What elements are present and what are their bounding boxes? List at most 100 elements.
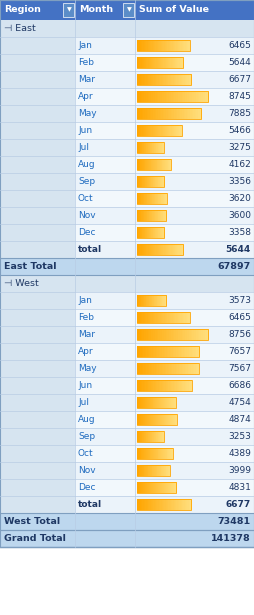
- Bar: [140, 397, 141, 408]
- Text: ▼: ▼: [67, 7, 71, 12]
- Bar: [171, 448, 172, 459]
- Bar: [170, 415, 171, 425]
- Bar: [160, 415, 161, 425]
- Bar: [162, 482, 163, 493]
- Bar: [155, 380, 156, 391]
- Bar: [162, 415, 163, 425]
- Bar: [150, 295, 151, 306]
- Bar: [187, 329, 189, 339]
- Bar: [143, 415, 145, 425]
- Bar: [164, 210, 165, 221]
- Bar: [163, 159, 165, 170]
- Bar: [157, 295, 158, 306]
- Bar: [150, 193, 151, 204]
- Bar: [75, 207, 135, 224]
- Bar: [163, 415, 164, 425]
- Bar: [189, 499, 190, 510]
- Bar: [151, 397, 152, 408]
- Bar: [145, 363, 147, 374]
- Bar: [135, 377, 254, 394]
- Bar: [174, 125, 175, 136]
- Bar: [75, 462, 135, 479]
- Bar: [163, 210, 165, 221]
- Bar: [172, 74, 174, 85]
- Bar: [195, 108, 197, 119]
- Bar: [149, 74, 151, 85]
- Bar: [0, 20, 75, 37]
- Bar: [158, 227, 160, 238]
- Bar: [158, 40, 160, 51]
- Bar: [142, 397, 143, 408]
- Bar: [179, 380, 181, 391]
- Bar: [140, 499, 141, 510]
- Bar: [160, 91, 163, 101]
- Bar: [156, 177, 157, 187]
- Bar: [142, 227, 144, 238]
- Bar: [173, 329, 175, 339]
- Bar: [149, 244, 150, 255]
- Bar: [160, 142, 162, 153]
- Bar: [168, 346, 170, 357]
- Bar: [140, 91, 143, 101]
- Bar: [139, 329, 141, 339]
- Bar: [158, 415, 159, 425]
- Bar: [146, 312, 148, 323]
- Bar: [155, 431, 156, 442]
- Text: 3573: 3573: [228, 296, 251, 305]
- Bar: [151, 177, 153, 187]
- Bar: [142, 125, 144, 136]
- Bar: [167, 448, 169, 459]
- Bar: [151, 227, 153, 238]
- Bar: [150, 465, 151, 476]
- Bar: [159, 159, 161, 170]
- Bar: [153, 125, 154, 136]
- Bar: [161, 431, 162, 442]
- Bar: [152, 210, 153, 221]
- Bar: [190, 108, 192, 119]
- Bar: [75, 377, 135, 394]
- Bar: [154, 227, 155, 238]
- Bar: [184, 346, 186, 357]
- Bar: [154, 159, 155, 170]
- Bar: [146, 465, 147, 476]
- Bar: [143, 142, 144, 153]
- Bar: [151, 295, 152, 306]
- Bar: [157, 177, 159, 187]
- Bar: [75, 139, 135, 156]
- Bar: [196, 329, 198, 339]
- Bar: [155, 210, 156, 221]
- Bar: [142, 91, 145, 101]
- Bar: [152, 431, 153, 442]
- Bar: [181, 57, 182, 68]
- Bar: [159, 499, 161, 510]
- Bar: [135, 326, 254, 343]
- Bar: [138, 125, 140, 136]
- Bar: [170, 346, 172, 357]
- Bar: [163, 177, 164, 187]
- Bar: [178, 91, 180, 101]
- Bar: [160, 177, 161, 187]
- Bar: [138, 295, 140, 306]
- Bar: [147, 57, 149, 68]
- Bar: [142, 312, 144, 323]
- Bar: [161, 415, 162, 425]
- Bar: [152, 448, 154, 459]
- Bar: [151, 227, 152, 238]
- Bar: [137, 415, 138, 425]
- Text: 7657: 7657: [228, 347, 251, 356]
- Bar: [160, 193, 161, 204]
- Bar: [150, 193, 152, 204]
- Bar: [146, 193, 147, 204]
- Bar: [153, 91, 155, 101]
- Bar: [178, 244, 180, 255]
- Bar: [147, 295, 148, 306]
- Bar: [151, 380, 152, 391]
- Bar: [160, 465, 161, 476]
- Bar: [158, 210, 160, 221]
- Bar: [177, 312, 178, 323]
- Bar: [144, 312, 145, 323]
- Bar: [0, 462, 75, 479]
- Text: Jun: Jun: [78, 126, 92, 135]
- Bar: [148, 210, 149, 221]
- Bar: [153, 244, 155, 255]
